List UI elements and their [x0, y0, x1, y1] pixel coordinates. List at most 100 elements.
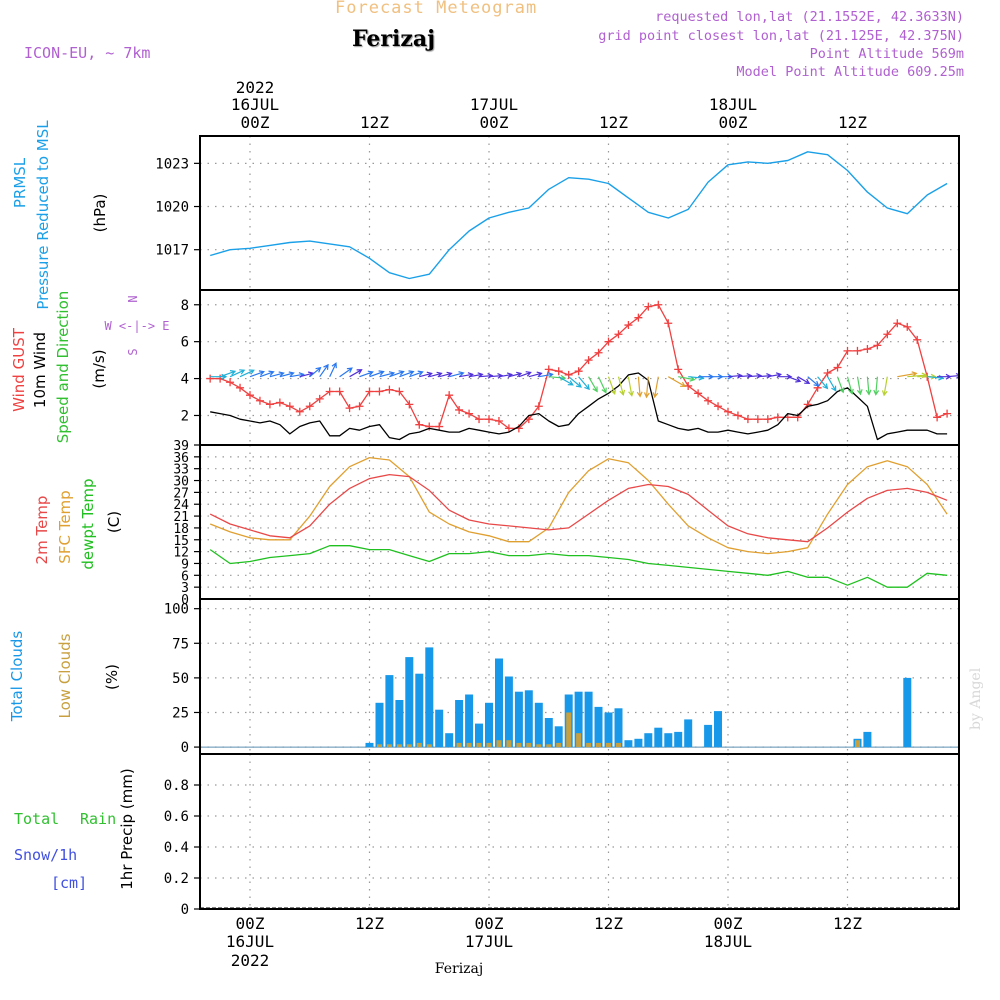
low-cloud-bar	[586, 742, 592, 748]
total-cloud-bar	[405, 657, 414, 748]
low-cloud-bar	[426, 744, 432, 748]
y-tick-label: 0	[181, 593, 189, 608]
time-label-top: 18JUL	[709, 95, 757, 114]
wind-direction-arrow	[449, 371, 465, 378]
gust-marker	[405, 400, 414, 409]
wind-direction-arrow	[219, 370, 237, 378]
low-cloud-bar	[616, 742, 621, 748]
total-cloud-bar	[674, 731, 683, 748]
gust-marker	[694, 389, 703, 398]
gust-marker	[863, 345, 872, 354]
time-label-bottom: 16JUL	[226, 932, 274, 951]
total-cloud-bar	[664, 733, 673, 747]
label-total-clouds: Total Clouds	[8, 631, 26, 723]
time-label-top: 17JUL	[470, 95, 518, 114]
gust-marker	[714, 402, 723, 411]
wind-direction-arrow	[727, 372, 743, 379]
label-ms: (m/s)	[90, 349, 108, 388]
label-dewpt-temp: dewpt Temp	[79, 478, 97, 569]
total-cloud-bar	[365, 742, 374, 748]
low-cloud-bar	[546, 744, 552, 748]
label-speed-direction: Speed and Direction	[54, 291, 72, 444]
wind-direction-arrow	[439, 371, 453, 378]
low-cloud-bar	[566, 712, 572, 748]
y-tick-label: 1020	[155, 200, 189, 216]
y-tick-label: 18	[173, 522, 189, 537]
gust-marker	[445, 391, 454, 400]
compass-south: S	[126, 348, 140, 355]
credit-watermark: by Angel	[968, 667, 984, 730]
low-cloud-bar	[606, 742, 611, 748]
gust-marker	[425, 422, 434, 431]
wind-direction-arrow	[881, 376, 888, 397]
wind-direction-arrow	[652, 376, 659, 399]
total-cloud-bar	[863, 731, 872, 748]
gust-marker	[933, 413, 942, 422]
gust-marker	[206, 374, 215, 383]
y-tick-label: 100	[164, 602, 189, 618]
gust-marker	[544, 365, 553, 374]
wind-direction-arrow	[597, 376, 607, 394]
wind-direction-arrow	[478, 373, 494, 379]
label-rain: Rain	[80, 810, 116, 828]
station-name: Ferizaj	[352, 26, 436, 52]
y-tick-label: 0	[181, 902, 189, 918]
wind-direction-arrow	[578, 376, 590, 391]
gust-marker	[743, 415, 752, 424]
wind-direction-arrow	[508, 371, 523, 378]
low-cloud-bar	[386, 744, 392, 748]
total-cloud-bar	[495, 658, 503, 748]
total-cloud-bar	[455, 700, 464, 748]
wind-direction-arrow	[518, 371, 532, 378]
gust-marker	[724, 407, 732, 416]
total-cloud-bar	[524, 690, 533, 747]
label-snow: Snow/1h	[14, 846, 77, 864]
total-cloud-bar	[903, 677, 912, 748]
gust-marker	[335, 387, 344, 396]
y-tick-label: 6	[181, 569, 189, 584]
gust-marker	[275, 398, 284, 407]
gust-marker	[504, 424, 513, 433]
wind-direction-arrow	[747, 373, 763, 379]
wind-direction-arrow	[836, 376, 845, 394]
gust-marker	[295, 407, 304, 416]
gust-marker	[415, 420, 424, 429]
label-1hr-precip: 1hr Precip (mm)	[118, 768, 136, 889]
total-cloud-bar	[514, 691, 523, 748]
total-cloud-bar	[654, 727, 663, 748]
gust-marker	[773, 413, 782, 422]
label-cm: [cm]	[51, 874, 87, 892]
y-tick-label: 6	[181, 335, 189, 351]
gust-marker	[435, 422, 444, 431]
gust-marker	[753, 415, 762, 424]
point-altitude: Point Altitude 569m	[809, 46, 964, 62]
gust-marker	[485, 415, 493, 424]
total-cloud-bar	[584, 691, 593, 748]
gust-marker	[554, 367, 563, 376]
wind-direction-arrow	[636, 376, 643, 398]
wind-direction-arrow	[617, 376, 626, 396]
time-label-bottom: 12Z	[594, 914, 623, 933]
y-tick-label: 4	[181, 372, 189, 388]
gust-marker	[395, 387, 404, 396]
total-cloud-bar	[624, 740, 633, 748]
gust-marker	[664, 319, 673, 328]
total-cloud-bar	[445, 733, 454, 747]
precip-panel	[199, 753, 960, 910]
wind-direction-arrow	[607, 376, 617, 395]
wind-direction-arrow	[429, 371, 443, 378]
label-sfc-temp: SFC Temp	[56, 490, 74, 563]
wind-direction-arrow	[873, 376, 880, 396]
wind-direction-arrow	[643, 376, 650, 399]
time-label-top: 16JUL	[231, 95, 279, 114]
wind-direction-arrow	[409, 370, 424, 378]
wind-direction-arrow	[897, 371, 918, 378]
total-cloud-bar	[574, 691, 583, 748]
total-cloud-bar	[544, 718, 553, 748]
total-cloud-bar	[644, 733, 653, 747]
grid-point-coords: grid point closest lon,lat (21.125E, 42.…	[598, 28, 964, 44]
gust-marker	[355, 402, 364, 411]
gust-marker	[255, 396, 264, 405]
y-tick-label: 0.6	[164, 809, 189, 825]
y-tick-label: 12	[173, 546, 189, 561]
